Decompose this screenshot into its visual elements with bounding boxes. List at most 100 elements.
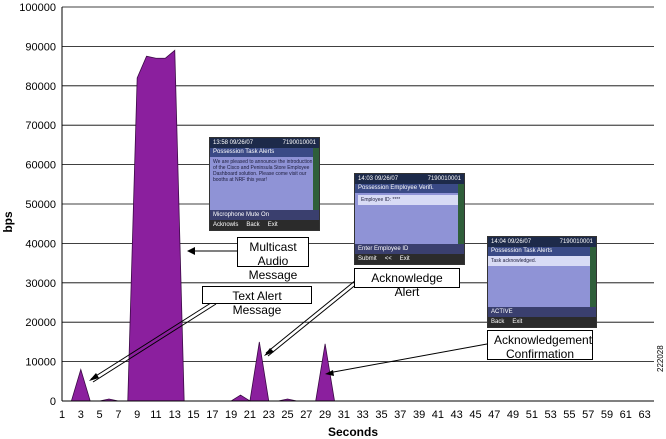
x-tick-label: 19: [225, 409, 237, 421]
y-tick-label: 30000: [25, 278, 56, 290]
x-tick-label: 17: [206, 409, 218, 421]
x-tick-label: 39: [413, 409, 425, 421]
x-tick-label: 57: [582, 409, 594, 421]
x-tick-label: 35: [375, 409, 387, 421]
y-tick-label: 50000: [25, 199, 56, 211]
x-tick-label: 61: [620, 409, 632, 421]
phone-softkey-row: Acknowls Back Exit: [210, 220, 319, 230]
ack-confirm-arrow: [327, 343, 488, 374]
y-axis-title: bps: [1, 211, 15, 233]
phone-softkeys: Microphone Mute On: [210, 210, 319, 220]
softkey: Exit: [399, 256, 410, 262]
softkey: Back: [246, 222, 260, 228]
x-tick-label: 47: [488, 409, 500, 421]
phone-status-text: ACTIVE: [491, 309, 513, 315]
x-tick-label: 49: [507, 409, 519, 421]
y-tick-labels: 0 10000 20000 30000 40000 50000 60000 70000 8000…: [19, 2, 56, 408]
phone-title: Possession Task Alerts: [210, 148, 319, 157]
phone-title: Possession Employee Verifi.: [355, 184, 464, 193]
phone-status-bar: 13:58 09/26/07 7190010001: [210, 138, 319, 148]
phone-message: We are pleased to announce the introduct…: [213, 159, 313, 183]
phone-screen-alert: 13:58 09/26/07 7190010001 Possession Tas…: [209, 137, 320, 231]
text-alert-arrow-outline: [92, 303, 217, 383]
callout-ack-alert: Acknowledge Alert: [354, 268, 460, 299]
phone-number: 7190010001: [427, 176, 461, 182]
phone-status-text: Enter Employee ID: [358, 246, 409, 252]
softkey: Exit: [267, 222, 278, 228]
x-tick-label: 7: [115, 409, 121, 421]
x-tick-label: 13: [169, 409, 181, 421]
ack-alert-arrowhead: [264, 348, 274, 356]
x-tick-label: 51: [526, 409, 538, 421]
softkey: Back: [491, 319, 505, 325]
phone-side-art: [313, 148, 319, 220]
x-tick-label: 15: [187, 409, 199, 421]
x-axis-title: Seconds: [328, 425, 378, 439]
softkey: Exit: [512, 319, 523, 325]
phone-message: Task acknowledged.: [488, 256, 596, 266]
phone-status-bar: 14:04 09/26/07 7190010001: [488, 237, 596, 247]
x-tick-label: 31: [338, 409, 350, 421]
x-tick-label: 23: [263, 409, 275, 421]
callout-line: Text Alert Message: [232, 289, 282, 317]
phone-softkey-row: Back Exit: [488, 317, 596, 327]
callout-line: Acknowledgement: [494, 333, 593, 347]
callout-arrows: [90, 250, 488, 383]
phone-number: 7190010001: [559, 239, 593, 245]
ack-alert-arrow-outline: [267, 282, 359, 357]
y-tick-label: 60000: [25, 160, 56, 172]
callout-text-alert: Text Alert Message: [202, 286, 312, 317]
phone-screen-verify: 14:03 09/26/07 7190010001 Possession Emp…: [354, 173, 465, 265]
phone-status: Enter Employee ID: [355, 244, 464, 254]
phone-field: Employee ID: ****: [358, 195, 461, 205]
x-tick-label: 37: [394, 409, 406, 421]
phone-screen-confirm: 14:04 09/26/07 7190010001 Possession Tas…: [487, 236, 597, 328]
figure-id: 222028: [656, 345, 665, 372]
y-tick-label: 90000: [25, 41, 56, 53]
phone-status-text: Microphone Mute On: [213, 212, 270, 218]
x-tick-label: 1: [59, 409, 65, 421]
x-tick-label: 5: [97, 409, 103, 421]
x-tick-label: 59: [601, 409, 613, 421]
phone-time: 13:58 09/26/07: [213, 140, 254, 146]
x-tick-label: 11: [150, 409, 161, 421]
x-tick-label: 3: [78, 409, 84, 421]
callout-line: Acknowledge Alert: [371, 271, 443, 299]
softkey: Submit: [358, 256, 377, 262]
y-tick-label: 80000: [25, 81, 56, 93]
x-tick-label: 21: [244, 409, 256, 421]
ack-confirm-arrowhead: [325, 370, 334, 376]
y-tick-label: 10000: [25, 357, 56, 369]
y-tick-label: 0: [50, 396, 56, 408]
callout-line: Multicast: [249, 240, 297, 254]
callout-ack-confirm: Acknowledgement Confirmation: [487, 330, 593, 361]
x-tick-label: 33: [357, 409, 369, 421]
y-tick-label: 100000: [19, 2, 56, 14]
x-tick-label: 55: [563, 409, 575, 421]
x-tick-label: 43: [451, 409, 463, 421]
phone-title: Possession Task Alerts: [488, 247, 596, 256]
phone-softkey-row: Submit << Exit: [355, 254, 464, 264]
callout-arrowheads: [89, 247, 334, 381]
x-tick-label: 41: [432, 409, 444, 421]
phone-side-art: [458, 184, 464, 254]
x-tick-label: 27: [300, 409, 312, 421]
phone-side-art: [590, 247, 596, 317]
text-alert-arrowhead: [89, 373, 99, 381]
phone-time: 14:04 09/26/07: [491, 239, 532, 245]
callout-multicast: Multicast Audio Message: [237, 237, 309, 282]
phone-status: ACTIVE: [488, 307, 596, 317]
ack-alert-arrow: [265, 279, 357, 354]
text-alert-arrow: [90, 300, 215, 380]
phone-number: 7190010001: [282, 140, 316, 146]
y-tick-label: 20000: [25, 317, 56, 329]
softkey: Acknowls: [213, 222, 239, 228]
x-tick-label: 63: [638, 409, 650, 421]
y-tick-label: 40000: [25, 238, 56, 250]
multicast-arrowhead: [187, 247, 195, 255]
x-tick-label: 45: [469, 409, 481, 421]
x-tick-label: 25: [281, 409, 293, 421]
x-tick-label: 9: [134, 409, 140, 421]
x-tick-label: 53: [545, 409, 557, 421]
